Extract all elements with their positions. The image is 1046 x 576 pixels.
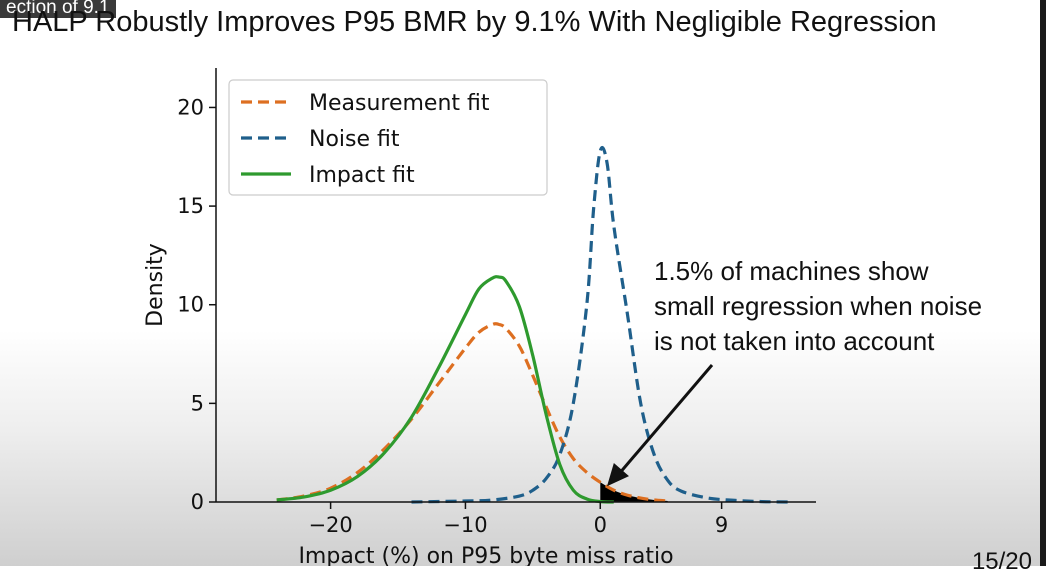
y-tick-label: 10 bbox=[177, 293, 204, 317]
y-tick-label: 15 bbox=[177, 194, 204, 218]
axes bbox=[209, 68, 816, 509]
annotation-arrow-shaft bbox=[615, 364, 714, 478]
series-line-measurement-fit bbox=[276, 322, 668, 503]
annotation-line: small regression when noise bbox=[654, 291, 982, 321]
annotation-line: is not taken into account bbox=[654, 326, 935, 356]
series-line-noise-fit bbox=[411, 146, 790, 504]
y-tick-label: 0 bbox=[191, 490, 204, 514]
x-tick-label: 0 bbox=[594, 513, 607, 537]
legend-entry-label: Noise fit bbox=[309, 127, 400, 152]
y-tick-label: 5 bbox=[191, 391, 204, 415]
caption-overlay: ection of 9.1 bbox=[0, 0, 116, 18]
x-axis-label: Impact (%) on P95 byte miss ratio bbox=[298, 544, 673, 566]
legend-entry-label: Measurement fit bbox=[309, 91, 490, 116]
legend-box bbox=[228, 79, 548, 196]
annotation-line: 1.5% of machines show bbox=[654, 256, 929, 286]
x-tick-label: −10 bbox=[443, 513, 487, 537]
x-tick-label: −20 bbox=[308, 513, 352, 537]
shaded-tail-area bbox=[600, 482, 668, 502]
x-tick-label: 9 bbox=[715, 513, 728, 537]
slide-title: HALP Robustly Improves P95 BMR by 9.1% W… bbox=[12, 6, 937, 38]
legend: Measurement fit Noise fit Impact fit bbox=[228, 79, 548, 196]
legend-entry-label: Impact fit bbox=[309, 163, 415, 188]
y-tick-label: 20 bbox=[177, 95, 204, 119]
shaded-region-layer bbox=[600, 482, 668, 502]
series-line-impact-fit bbox=[276, 275, 614, 504]
annotation-arrow-head bbox=[607, 463, 629, 487]
window-edge bbox=[1040, 0, 1046, 566]
y-axis-label: Density bbox=[143, 243, 168, 327]
annotation: 1.5% of machines show small regression wh… bbox=[607, 256, 982, 487]
series-lines bbox=[276, 146, 790, 504]
tick-labels: −20 −10 0 9 0 5 10 15 20 Impact (%) on P95 byte m… bbox=[143, 95, 728, 566]
